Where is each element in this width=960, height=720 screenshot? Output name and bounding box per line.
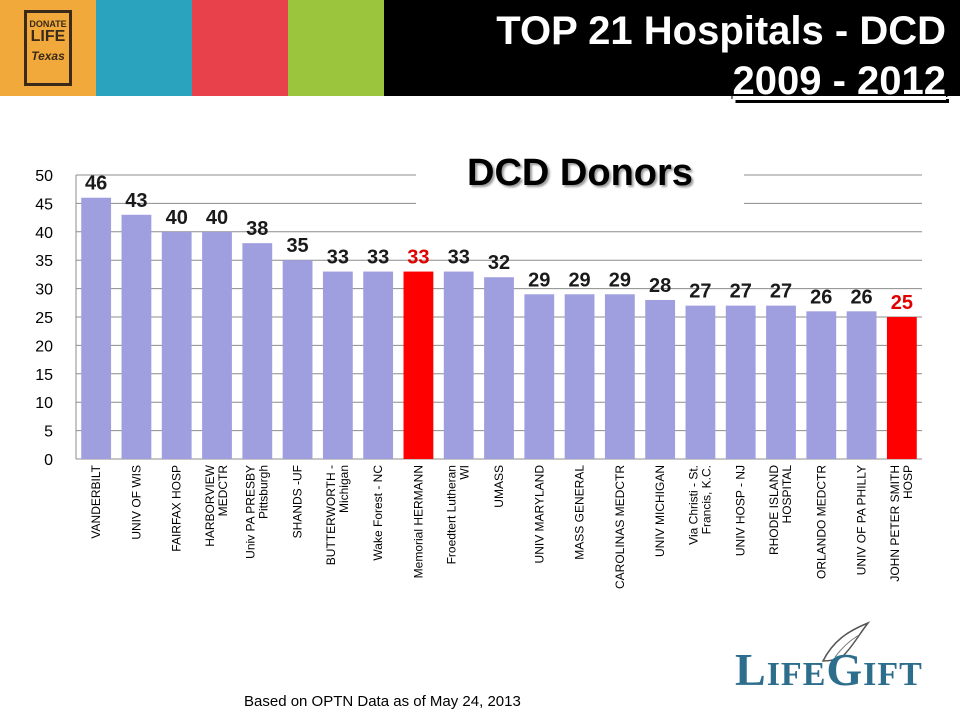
logo-line1: DONATE: [29, 19, 67, 29]
x-tick-label: Wake Forest - NC: [371, 465, 385, 561]
y-tick-label: 35: [35, 253, 53, 270]
data-label: 33: [367, 247, 389, 269]
data-label: 40: [166, 207, 188, 229]
data-label: 32: [488, 252, 510, 274]
bar: [766, 305, 796, 459]
bar: [846, 311, 877, 459]
y-tick-label: 20: [35, 338, 53, 355]
data-label: 25: [891, 292, 913, 314]
lifegift-wordmark: LIFEGIFT: [735, 644, 923, 695]
x-tick-label: ORLANDO MEDCTR: [814, 465, 828, 579]
logo-line2: LIFE: [30, 28, 66, 45]
x-tick-label: Via Christi - St.Francis, K.C.: [686, 465, 713, 545]
data-label: 46: [85, 173, 107, 195]
bar: [202, 231, 232, 459]
color-block-green: [288, 0, 384, 96]
bar: [725, 305, 756, 459]
lifegift-logo: LIFEGIFT: [735, 621, 935, 695]
x-tick-label: UNIV OF PA PHILLY: [855, 465, 869, 575]
logo-line3: Texas: [31, 49, 65, 63]
x-tick-label: Memorial HERMANN: [411, 465, 425, 578]
bar: [81, 197, 112, 459]
x-tick-label: Froedtert LutheranWI: [445, 465, 472, 564]
chart-title: DCD Donors: [467, 152, 693, 194]
y-tick-label: 50: [35, 168, 53, 185]
data-label: 43: [125, 190, 147, 212]
data-label: 29: [609, 269, 631, 291]
y-tick-label: 40: [35, 225, 53, 242]
color-block-blue: [96, 0, 192, 96]
x-tick-label: BUTTERWORTH -Michigan: [324, 465, 351, 565]
x-tick-label: MASS GENERAL: [573, 465, 587, 560]
bar: [604, 294, 635, 459]
bar: [403, 271, 434, 459]
data-label: 33: [327, 247, 349, 269]
data-label: 33: [448, 247, 470, 269]
x-tick-label: SHANDS -UF: [291, 465, 305, 538]
x-tick-label: HARBORVIEWMEDCTR: [203, 464, 230, 546]
y-tick-label: 25: [35, 310, 53, 327]
x-tick-label: UNIV MICHIGAN: [653, 465, 667, 557]
bar: [242, 243, 273, 459]
bar: [484, 277, 514, 459]
x-tick-label: UMASS: [492, 465, 506, 508]
data-label: 28: [649, 275, 671, 297]
data-label: 29: [528, 269, 550, 291]
y-tick-label: 10: [35, 395, 53, 412]
bar: [564, 294, 595, 459]
y-tick-label: 45: [35, 196, 53, 213]
bar: [322, 271, 353, 459]
bar: [524, 294, 555, 459]
x-tick-label: CAROLINAS MEDCTR: [613, 465, 627, 589]
y-tick-label: 30: [35, 282, 53, 299]
bar-chart: 0 5 10 15 20 25 30 35 40 45 50 46 VANDERBILT 43 UNIV O…: [35, 168, 922, 589]
x-tick-label: FAIRFAX HOSP: [170, 465, 184, 552]
bar: [121, 214, 152, 459]
data-label: 26: [850, 286, 872, 308]
page-title: TOP 21 Hospitals - DCD 2009 - 2012: [496, 6, 946, 106]
header-bar: DONATE LIFE Texas TOP 21 Hospitals - DCD…: [0, 0, 960, 103]
x-tick-label: VANDERBILT: [89, 464, 103, 538]
color-block-red: [192, 0, 288, 96]
x-tick-label: UNIV OF WIS: [129, 465, 143, 540]
bar: [443, 271, 474, 459]
bar: [363, 271, 394, 459]
data-label: 38: [246, 218, 268, 240]
chart-title-background: [416, 150, 744, 208]
x-tick-label: JOHN PETER SMITHHOSP: [888, 465, 915, 582]
data-label: 27: [689, 281, 711, 303]
data-label: 40: [206, 207, 228, 229]
data-label: 27: [730, 281, 752, 303]
bar: [685, 305, 716, 459]
y-tick-label: 15: [35, 367, 53, 384]
data-label: 27: [770, 281, 792, 303]
footer-note: Based on OPTN Data as of May 24, 2013: [244, 693, 521, 710]
y-tick-label: 5: [44, 424, 53, 441]
dove-icon: [821, 621, 871, 662]
page-title-line2: 2009 - 2012: [732, 59, 946, 103]
x-tick-label: UNIV MARYLAND: [532, 465, 546, 564]
x-tick-label: Univ PA PRESBYPittsburgh: [243, 465, 270, 559]
bar: [282, 260, 313, 459]
page-title-line1: TOP 21 Hospitals - DCD: [496, 9, 946, 53]
bar: [161, 231, 192, 459]
bar: [645, 299, 676, 459]
data-label: 26: [810, 286, 832, 308]
data-label: 33: [407, 247, 429, 269]
data-label: 29: [568, 269, 590, 291]
bar: [886, 317, 917, 459]
x-tick-label: UNIV HOSP - NJ: [734, 465, 748, 556]
x-tick-label: RHODE ISLANDHOSPITAL: [767, 465, 794, 555]
data-label: 35: [286, 235, 308, 257]
y-tick-label: 0: [44, 452, 53, 469]
bar: [806, 311, 837, 459]
donate-life-texas-logo: DONATE LIFE Texas: [0, 0, 96, 96]
